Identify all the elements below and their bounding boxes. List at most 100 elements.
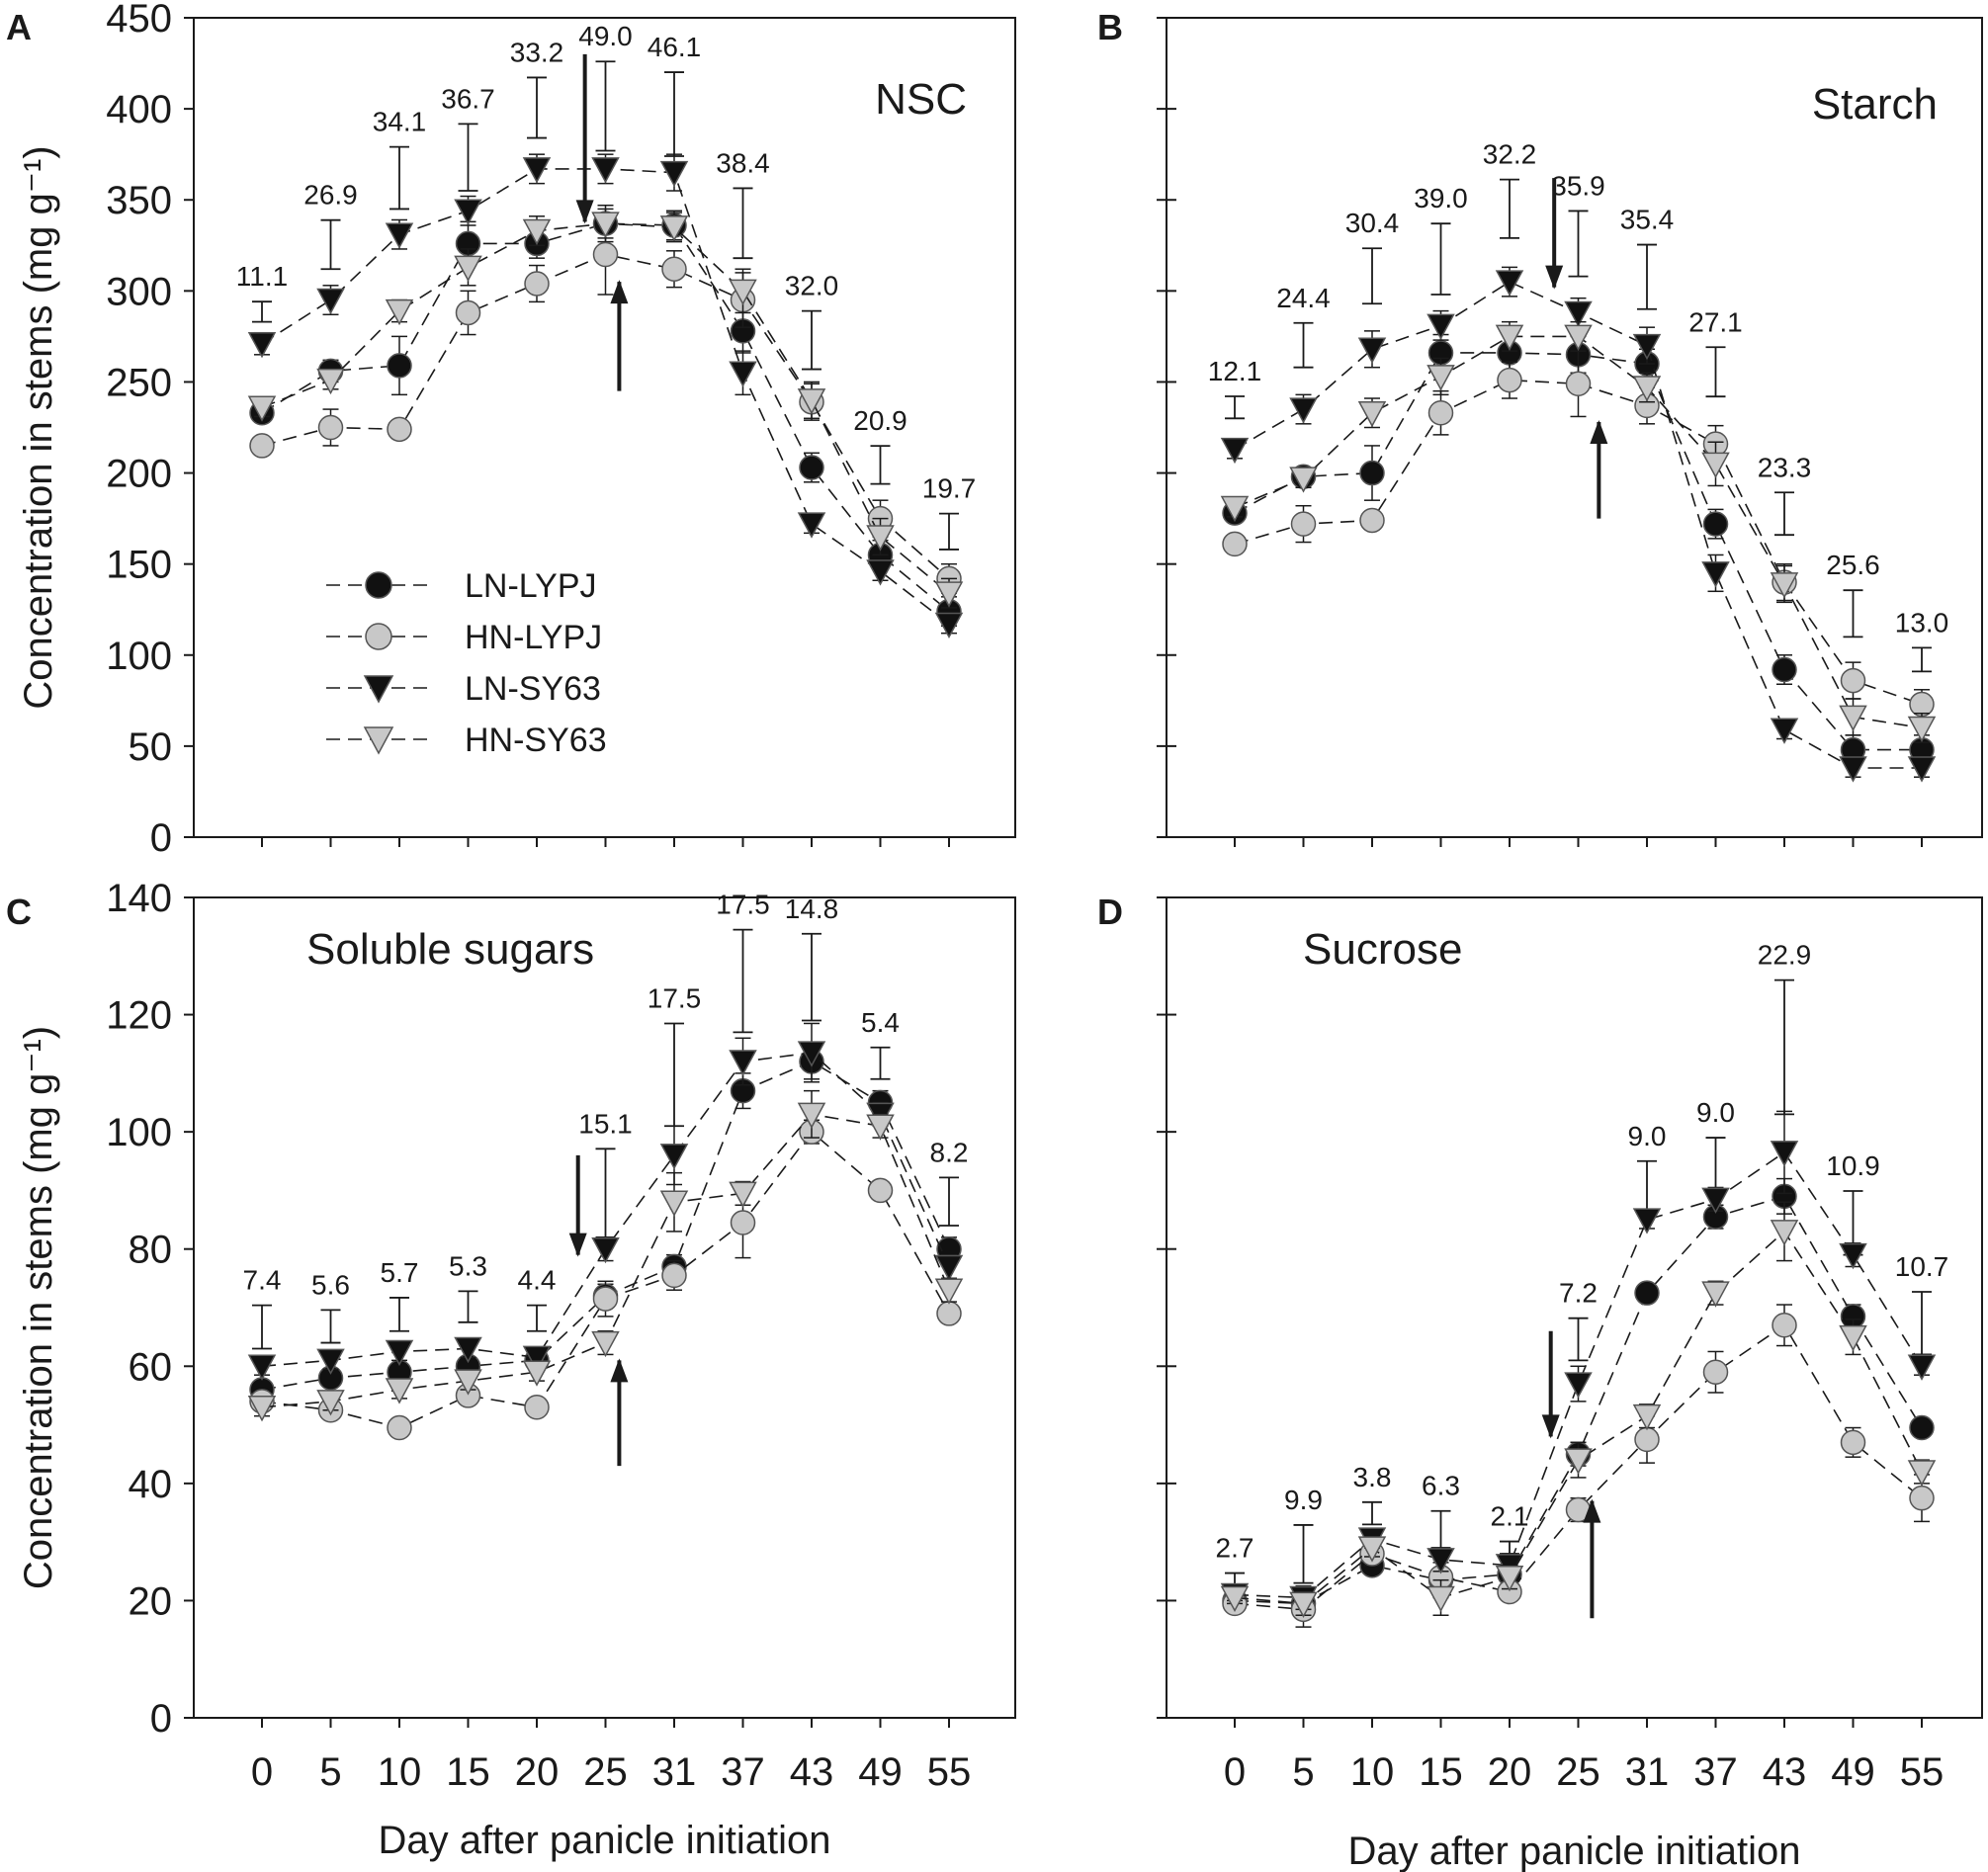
x-tick-label: 55 [927, 1750, 972, 1794]
lsd-label: 33.2 [510, 37, 564, 67]
data-point [1289, 1591, 1318, 1618]
x-tick-label: 15 [1419, 1750, 1463, 1794]
plot-frame [1166, 17, 1983, 838]
lsd-label: 32.2 [1483, 139, 1537, 170]
panel-letter: B [1097, 7, 1123, 47]
arrow-head [575, 200, 594, 224]
data-point [1426, 313, 1455, 340]
data-point [524, 271, 550, 297]
data-point [247, 1354, 277, 1381]
lsd-label: 12.1 [1208, 356, 1262, 386]
data-point [522, 1360, 552, 1387]
x-tick-label: 10 [1350, 1750, 1395, 1794]
lsd-label: 39.0 [1414, 183, 1468, 213]
series-ln-sy63 [247, 1022, 964, 1381]
lsd-label: 5.7 [381, 1257, 419, 1288]
data-point [522, 1345, 552, 1372]
panel-letter: D [1097, 892, 1123, 932]
data-point [1632, 376, 1662, 402]
lsd-label: 35.4 [1620, 205, 1675, 235]
y-tick-label: 150 [106, 544, 172, 587]
lsd-label: 13.0 [1895, 607, 1949, 638]
legend-marker [365, 571, 392, 599]
data-point [454, 1336, 482, 1364]
data-point [1427, 400, 1454, 426]
legend-marker [363, 726, 394, 755]
data-point [1220, 1585, 1250, 1613]
data-point [1220, 437, 1250, 465]
lsd-label: 9.0 [1696, 1097, 1735, 1128]
x-axis-title: Day after panicle initiation [378, 1819, 830, 1862]
arrow-head [610, 1358, 629, 1383]
data-point [934, 1254, 964, 1282]
data-point [1565, 371, 1592, 397]
data-point [385, 222, 414, 249]
data-point [1770, 1141, 1799, 1167]
series-hn-sy63 [1220, 320, 1937, 743]
legend-label: HN-LYPJ [465, 619, 602, 656]
lsd-label: 7.4 [243, 1265, 282, 1296]
data-point [247, 332, 277, 359]
data-point [1839, 1324, 1867, 1352]
x-tick-label: 49 [1831, 1750, 1875, 1794]
data-point [1632, 333, 1662, 361]
data-point [1702, 1359, 1729, 1385]
lsd-label: 24.4 [1276, 283, 1331, 313]
data-point [316, 1390, 345, 1416]
lsd-label: 15.1 [578, 1108, 633, 1139]
panel-letter: A [6, 7, 32, 47]
lsd-label: 46.1 [648, 32, 702, 62]
y-tick-label: 140 [106, 877, 172, 920]
panel-title: Starch [1812, 80, 1938, 128]
data-point [522, 157, 552, 184]
x-axis-title: Day after panicle initiation [1347, 1829, 1800, 1872]
x-tick-label: 37 [1693, 1750, 1738, 1794]
data-point [591, 157, 620, 184]
lsd-label: 17.5 [716, 890, 770, 920]
data-point [659, 215, 689, 242]
lsd-label: 7.2 [1559, 1278, 1598, 1309]
arrow-head [610, 280, 629, 304]
y-tick-label: 120 [106, 994, 172, 1038]
data-point [1426, 365, 1455, 391]
data-point [1495, 324, 1524, 351]
data-point [1289, 397, 1318, 424]
data-point [1770, 1220, 1799, 1246]
data-point [1564, 300, 1593, 328]
legend-marker [365, 623, 392, 650]
series-ln-sy63 [247, 153, 964, 639]
data-point [934, 581, 964, 608]
arrow-head [1541, 1414, 1560, 1439]
data-point [659, 160, 689, 188]
series-line [1234, 1230, 1923, 1605]
data-point [867, 1177, 894, 1204]
panel-d: D Sucrose 0 5 10 15 20 25 31 37 43 49 55 2.7 9.9 3.8 6.3… [1097, 892, 1983, 1794]
data-point [1290, 511, 1317, 537]
y-tick-label: 0 [150, 1697, 172, 1741]
data-point [1357, 337, 1387, 364]
x-tick-label: 43 [790, 1750, 834, 1794]
legend: LN-LYPJ HN-LYPJ LN-SY63 HN-SY63 [326, 567, 607, 759]
series-line [261, 253, 950, 580]
data-point [387, 416, 412, 443]
lsd-label: 23.3 [1758, 452, 1812, 482]
series-hn-sy63 [247, 1089, 964, 1422]
data-point [1220, 495, 1250, 523]
x-tick-label: 55 [1900, 1750, 1945, 1794]
data-point [387, 1414, 412, 1441]
data-point [1907, 1354, 1937, 1381]
data-point [592, 241, 619, 268]
lsd-label: 36.7 [441, 83, 495, 114]
lsd-label: 6.3 [1422, 1471, 1460, 1501]
lsd-label: 34.1 [373, 107, 427, 137]
data-point [1497, 367, 1522, 393]
lsd-label: 10.7 [1895, 1251, 1949, 1282]
lsd-label: 22.9 [1758, 940, 1812, 971]
data-point [661, 1262, 687, 1289]
lsd-label: 20.9 [853, 405, 908, 436]
panel-b: B Starch Day after panicle initiation 12.1 2… [1097, 7, 1983, 1872]
legend-label: LN-LYPJ [465, 567, 597, 605]
data-point [1634, 1280, 1660, 1306]
data-point [659, 1144, 689, 1170]
